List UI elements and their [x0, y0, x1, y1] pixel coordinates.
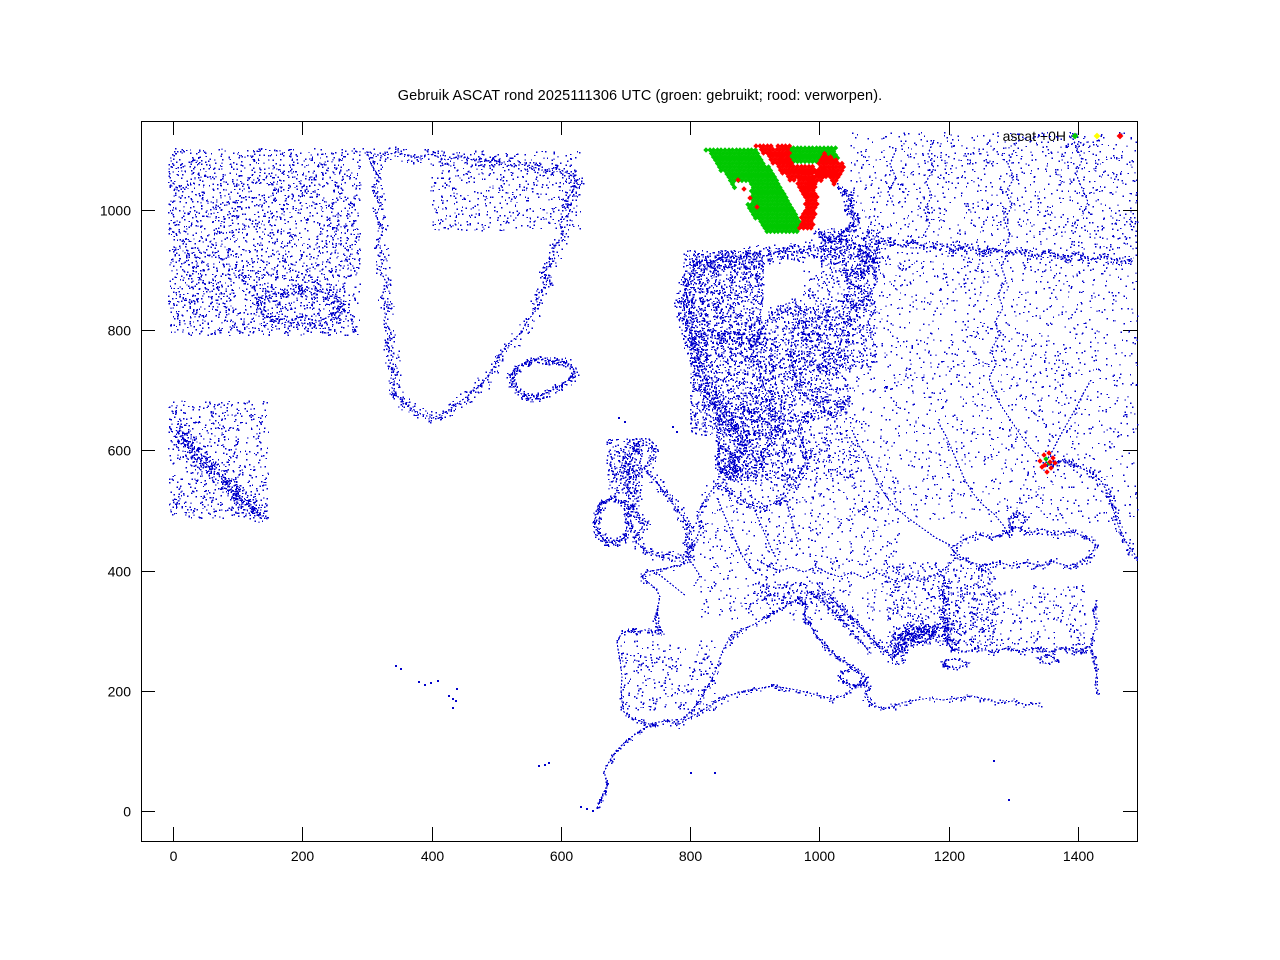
- coastline-volga: [988, 251, 1041, 459]
- coastline-africa-med: [675, 681, 1042, 727]
- coastline-elbe: [751, 503, 777, 559]
- y-tick-label: 600: [108, 443, 132, 459]
- y-tick-label: 0: [123, 804, 131, 820]
- coastline-rhine: [716, 497, 758, 576]
- legend-marker-neutral: [1093, 132, 1101, 140]
- coastline-svalbard-east: [833, 185, 857, 241]
- y-tick-label: 800: [108, 323, 132, 339]
- x-tick-label: 1000: [804, 848, 835, 864]
- x-tick-label: 800: [679, 848, 703, 864]
- coastline-iceland: [509, 358, 576, 399]
- plot-frame: [141, 121, 1138, 842]
- coastline-pechora: [1003, 149, 1015, 249]
- coastline-crimea: [1007, 511, 1027, 530]
- coastline-labrador: [175, 429, 262, 516]
- x-tick-label: 0: [170, 848, 178, 864]
- coastline-oder: [785, 499, 799, 543]
- x-tick-label: 200: [291, 848, 315, 864]
- coastline-loire: [655, 571, 687, 597]
- x-tick-label: 1200: [934, 848, 965, 864]
- coastline-italy-adriatic: [809, 591, 871, 654]
- x-tick-label: 1400: [1063, 848, 1094, 864]
- y-tick-label: 200: [108, 684, 132, 700]
- coastline-greenland: [366, 151, 579, 419]
- coastline-speckle: [168, 132, 1139, 812]
- coastline-west-europe-iberia: [616, 482, 800, 725]
- coastline-river-ne-2: [1069, 131, 1089, 217]
- coastline-caspian: [1039, 460, 1137, 557]
- legend-series-label: ascat +0H: [1002, 128, 1066, 144]
- coastline-river-ne-1: [921, 139, 935, 239]
- coastline-don: [937, 421, 1011, 539]
- ascat-used-cells: [703, 145, 1052, 466]
- coastline-balkan-coast: [821, 588, 895, 658]
- coastline-dnieper: [851, 429, 951, 546]
- coastline-danube: [756, 557, 957, 583]
- coastline-seine: [685, 555, 701, 587]
- y-tick-label: 400: [108, 564, 132, 580]
- coastline-black-sea: [950, 526, 1097, 567]
- coastline-baffin: [255, 287, 345, 325]
- legend-marker-rejected: [1116, 132, 1124, 140]
- legend-marker-used: [1071, 132, 1079, 140]
- coastline-white-sea: [842, 249, 875, 308]
- coastline-dvina: [867, 251, 879, 337]
- y-tick-label: 1000: [100, 203, 131, 219]
- coastline-levant: [1089, 599, 1099, 696]
- chart-title: Gebruik ASCAT rond 2025111306 UTC (groen…: [397, 88, 883, 104]
- coastline-ural-river: [1046, 379, 1092, 461]
- x-tick-label: 600: [550, 848, 574, 864]
- x-tick-label: 400: [421, 848, 445, 864]
